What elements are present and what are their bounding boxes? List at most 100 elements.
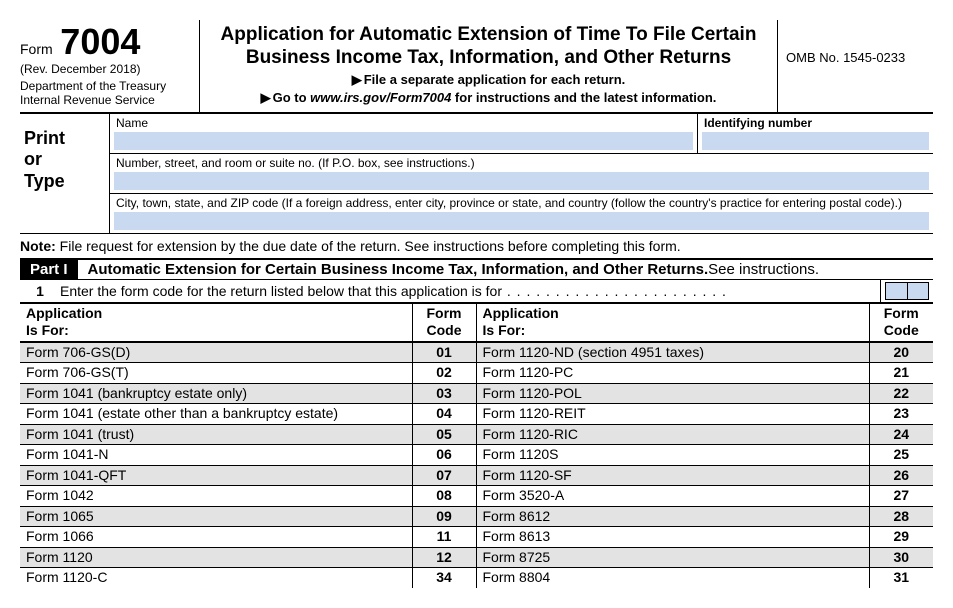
form-code-box-2[interactable] — [907, 282, 929, 300]
table-row: Form 112012Form 872530 — [20, 547, 933, 568]
code-cell: 23 — [869, 404, 933, 425]
code-cell: 20 — [869, 342, 933, 363]
code-cell: 01 — [412, 342, 476, 363]
code-cell: 21 — [869, 363, 933, 384]
revision-date: (Rev. December 2018) — [20, 62, 193, 76]
part-title: Automatic Extension for Certain Business… — [88, 261, 709, 278]
identifying-number-label: Identifying number — [698, 114, 933, 132]
code-cell: 24 — [869, 424, 933, 445]
code-cell: 12 — [412, 547, 476, 568]
form-7004: Form 7004 (Rev. December 2018) Departmen… — [20, 20, 933, 588]
code-cell: 02 — [412, 363, 476, 384]
app-cell: Form 8613 — [476, 527, 869, 548]
code-cell: 11 — [412, 527, 476, 548]
name-label: Name — [110, 114, 697, 132]
app-cell: Form 1120-PC — [476, 363, 869, 384]
app-cell: Form 706-GS(T) — [20, 363, 412, 384]
table-row: Form 1041-N06Form 1120S25 — [20, 445, 933, 466]
subtitle-2-url: www.irs.gov/Form7004 — [310, 90, 451, 105]
app-cell: Form 1041-QFT — [20, 465, 412, 486]
form-header: Form 7004 (Rev. December 2018) Departmen… — [20, 20, 933, 114]
table-row: Form 106509Form 861228 — [20, 506, 933, 527]
code-cell: 25 — [869, 445, 933, 466]
app-cell: Form 8804 — [476, 568, 869, 588]
arrow-icon: ▶ — [352, 72, 362, 87]
subtitle-2b: for instructions and the latest informat… — [455, 90, 716, 105]
app-cell: Form 1120-REIT — [476, 404, 869, 425]
app-cell: Form 8612 — [476, 506, 869, 527]
table-row: Form 1041 (estate other than a bankruptc… — [20, 404, 933, 425]
department: Department of the Treasury Internal Reve… — [20, 80, 193, 108]
app-cell: Form 1120-SF — [476, 465, 869, 486]
city-input[interactable] — [114, 212, 929, 230]
code-cell: 26 — [869, 465, 933, 486]
table-row: Form 706-GS(T)02Form 1120-PC21 — [20, 363, 933, 384]
table-row: Form 706-GS(D)01Form 1120-ND (section 49… — [20, 342, 933, 363]
form-codes-table: Application Is For: Form Code Applicatio… — [20, 304, 933, 588]
app-cell: Form 1120-C — [20, 568, 412, 588]
print-or-type-block: Print or Type Name Identifying number Nu… — [20, 114, 933, 234]
code-cell: 27 — [869, 486, 933, 507]
col-header-app-left: Application Is For: — [20, 304, 412, 342]
table-row: Form 104208Form 3520-A27 — [20, 486, 933, 507]
code-cell: 07 — [412, 465, 476, 486]
code-cell: 28 — [869, 506, 933, 527]
subtitle-2: ▶Go to www.irs.gov/Form7004 for instruct… — [210, 90, 767, 106]
code-cell: 03 — [412, 383, 476, 404]
part-badge: Part I — [20, 260, 78, 279]
form-number: 7004 — [60, 21, 140, 62]
table-row: Form 1041 (bankruptcy estate only)03Form… — [20, 383, 933, 404]
header-left: Form 7004 (Rev. December 2018) Departmen… — [20, 20, 200, 112]
code-cell: 22 — [869, 383, 933, 404]
form-label: Form — [20, 41, 53, 57]
leader-dots — [502, 283, 727, 299]
code-cell: 31 — [869, 568, 933, 588]
table-row: Form 1041-QFT07Form 1120-SF26 — [20, 465, 933, 486]
app-cell: Form 1042 — [20, 486, 412, 507]
form-title: Application for Automatic Extension of T… — [210, 24, 767, 70]
app-cell: Form 1041 (trust) — [20, 424, 412, 445]
note-line: Note: File request for extension by the … — [20, 234, 933, 260]
address-label: Number, street, and room or suite no. (I… — [110, 154, 933, 172]
code-cell: 05 — [412, 424, 476, 445]
subtitle-1-text: File a separate application for each ret… — [364, 72, 626, 87]
app-cell: Form 1120-ND (section 4951 taxes) — [476, 342, 869, 363]
col-header-app-right: Application Is For: — [476, 304, 869, 342]
table-row: Form 1041 (trust)05Form 1120-RIC24 — [20, 424, 933, 445]
identity-fields: Name Identifying number Number, street, … — [110, 114, 933, 233]
note-text: File request for extension by the due da… — [60, 238, 681, 254]
table-row: Form 106611Form 861329 — [20, 527, 933, 548]
identifying-number-input[interactable] — [702, 132, 929, 150]
address-input[interactable] — [114, 172, 929, 190]
note-bold: Note: — [20, 238, 56, 254]
city-label: City, town, state, and ZIP code (If a fo… — [110, 194, 933, 212]
app-cell: Form 1041 (bankruptcy estate only) — [20, 383, 412, 404]
app-cell: Form 1120 — [20, 547, 412, 568]
app-cell: Form 1041 (estate other than a bankruptc… — [20, 404, 412, 425]
app-cell: Form 1041-N — [20, 445, 412, 466]
print-or-type-label: Print or Type — [20, 114, 110, 233]
code-cell: 30 — [869, 547, 933, 568]
app-cell: Form 1120S — [476, 445, 869, 466]
table-row: Form 1120-C34Form 880431 — [20, 568, 933, 588]
code-cell: 08 — [412, 486, 476, 507]
line-1-number: 1 — [20, 283, 60, 299]
line-1-text: Enter the form code for the return liste… — [60, 283, 502, 299]
code-cell: 29 — [869, 527, 933, 548]
code-cell: 34 — [412, 568, 476, 588]
app-cell: Form 8725 — [476, 547, 869, 568]
code-cell: 04 — [412, 404, 476, 425]
omb-number: OMB No. 1545-0233 — [778, 20, 933, 112]
app-cell: Form 1120-RIC — [476, 424, 869, 445]
col-header-code-left: Form Code — [412, 304, 476, 342]
col-header-code-right: Form Code — [869, 304, 933, 342]
line-1: 1 Enter the form code for the return lis… — [20, 280, 933, 304]
subtitle-1: ▶File a separate application for each re… — [210, 72, 767, 88]
app-cell: Form 3520-A — [476, 486, 869, 507]
form-code-box-1[interactable] — [885, 282, 907, 300]
app-cell: Form 706-GS(D) — [20, 342, 412, 363]
code-cell: 06 — [412, 445, 476, 466]
part-see-instructions: See instructions. — [708, 261, 819, 278]
app-cell: Form 1120-POL — [476, 383, 869, 404]
name-input[interactable] — [114, 132, 693, 150]
